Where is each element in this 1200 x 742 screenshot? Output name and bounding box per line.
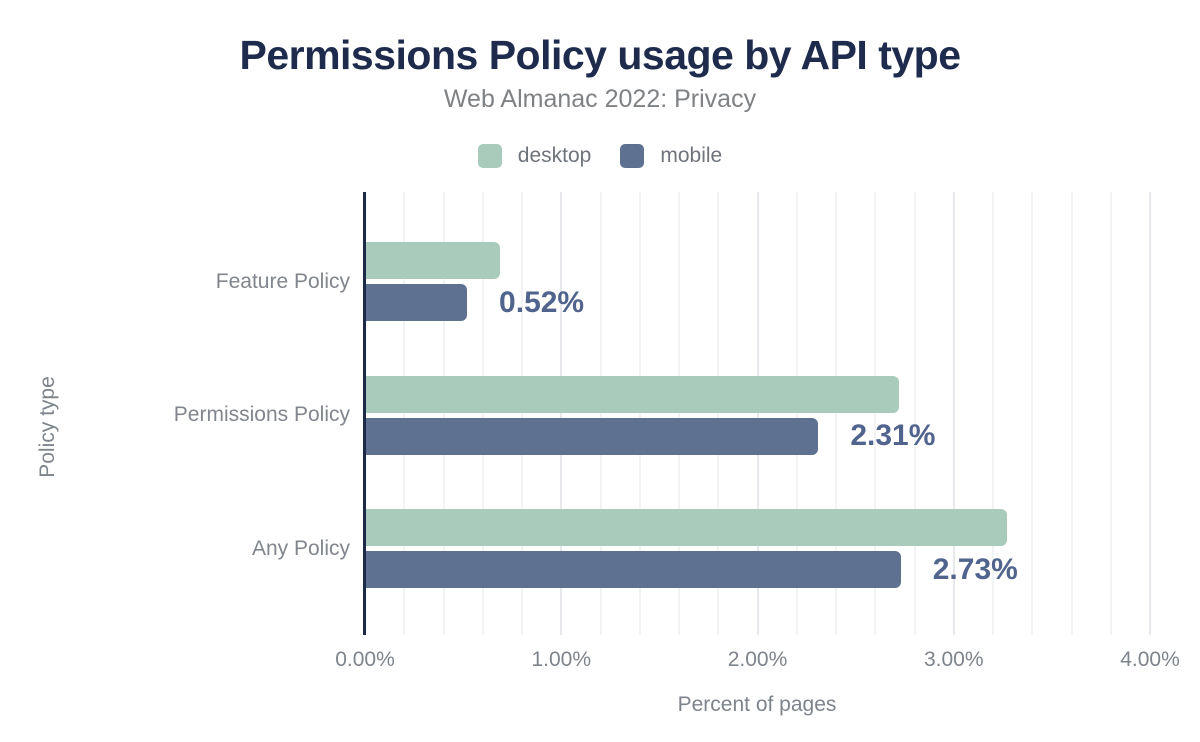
legend-label: mobile: [660, 144, 723, 167]
minor-gridline: [599, 192, 602, 635]
minor-gridline: [992, 192, 994, 635]
x-tick-label-4-00-: 4.00%: [1120, 648, 1180, 671]
minor-gridline: [1031, 192, 1034, 635]
minor-gridline: [678, 192, 680, 635]
bar-desktop-permissions-policy[interactable]: [365, 375, 899, 413]
y-axis-line: [363, 192, 366, 635]
legend-label: desktop: [517, 144, 592, 167]
bar-mobile-permissions-policy[interactable]: [365, 417, 819, 455]
value-label-any-policy: 2.73%: [932, 552, 1018, 586]
bar-desktop-feature-policy[interactable]: [365, 242, 501, 279]
minor-gridline: [403, 192, 406, 635]
major-gridline: [756, 192, 759, 635]
minor-gridline: [795, 192, 798, 635]
legend-item-mobile[interactable]: mobile: [620, 144, 722, 168]
minor-gridline: [481, 192, 484, 635]
x-tick-label-3-00-: 3.00%: [923, 648, 984, 671]
minor-gridline: [717, 192, 720, 635]
minor-gridline: [638, 192, 641, 635]
minor-gridline: [1070, 192, 1073, 635]
bar-desktop-any-policy[interactable]: [365, 509, 1007, 546]
x-axis-title: Percent of pages: [677, 693, 837, 716]
x-tick-label-2-00-: 2.00%: [727, 648, 788, 671]
value-label-permissions-policy: 2.31%: [850, 419, 936, 452]
category-label-permissions-policy: Permissions Policy: [173, 403, 350, 426]
plot-area: Feature Policy Permissions Policy Any Poli…: [174, 192, 1180, 716]
minor-gridline: [1109, 192, 1112, 635]
major-gridline: [952, 192, 955, 635]
legend: desktop mobile: [0, 144, 1200, 168]
value-label-feature-policy: 0.52%: [499, 285, 585, 319]
legend-swatch-desktop: [477, 144, 502, 168]
minor-gridline: [521, 192, 523, 635]
category-label-any-policy: Any Policy: [251, 536, 350, 560]
y-axis-title: Policy type: [36, 376, 59, 478]
major-gridline: [560, 192, 563, 635]
chart-title: Permissions Policy usage by API type: [239, 32, 961, 78]
legend-item-desktop[interactable]: desktop: [477, 144, 592, 168]
minor-gridline: [835, 192, 837, 635]
minor-gridline: [874, 192, 877, 635]
chart-subtitle: Web Almanac 2022: Privacy: [443, 85, 757, 113]
major-gridline: [1149, 192, 1151, 635]
bar-mobile-feature-policy[interactable]: [365, 284, 468, 321]
minor-gridline: [442, 192, 445, 635]
minor-gridline: [913, 192, 916, 635]
x-tick-label-0-00-: 0.00%: [335, 648, 395, 671]
x-tick-label-1-00-: 1.00%: [531, 648, 592, 671]
category-label-feature-policy: Feature Policy: [215, 269, 350, 293]
legend-swatch-mobile: [620, 144, 645, 168]
bar-mobile-any-policy[interactable]: [365, 551, 901, 588]
